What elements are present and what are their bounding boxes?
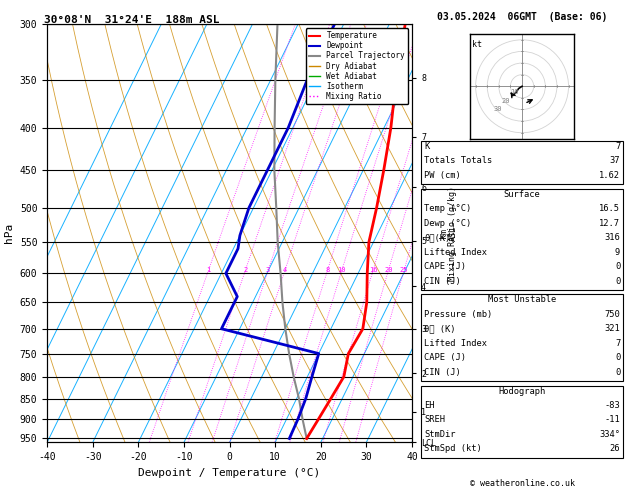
- Text: 20: 20: [501, 98, 510, 104]
- Text: kt: kt: [472, 40, 482, 49]
- Text: 0: 0: [615, 353, 620, 362]
- Text: 0: 0: [615, 277, 620, 285]
- Text: 16.5: 16.5: [599, 204, 620, 213]
- Text: CIN (J): CIN (J): [424, 368, 460, 377]
- Text: 9: 9: [615, 247, 620, 257]
- X-axis label: Dewpoint / Temperature (°C): Dewpoint / Temperature (°C): [138, 468, 321, 478]
- Text: 8: 8: [325, 267, 330, 273]
- Text: Lifted Index: Lifted Index: [424, 247, 487, 257]
- Text: CIN (J): CIN (J): [424, 277, 460, 285]
- Text: SREH: SREH: [424, 416, 445, 424]
- Text: 3: 3: [266, 267, 270, 273]
- Text: Pressure (mb): Pressure (mb): [424, 310, 493, 319]
- Text: Surface: Surface: [504, 190, 540, 199]
- Text: 316: 316: [604, 233, 620, 242]
- Text: 37: 37: [610, 156, 620, 165]
- Text: 10: 10: [509, 89, 518, 95]
- Text: 10: 10: [338, 267, 346, 273]
- Text: 750: 750: [604, 310, 620, 319]
- Y-axis label: km
ASL: km ASL: [439, 226, 458, 241]
- Text: Most Unstable: Most Unstable: [488, 295, 556, 304]
- Text: 4: 4: [283, 267, 287, 273]
- Text: K: K: [424, 142, 429, 151]
- Text: CAPE (J): CAPE (J): [424, 353, 466, 362]
- Text: StmSpd (kt): StmSpd (kt): [424, 444, 482, 453]
- Text: 7: 7: [615, 339, 620, 348]
- Y-axis label: hPa: hPa: [4, 223, 14, 243]
- Legend: Temperature, Dewpoint, Parcel Trajectory, Dry Adiabat, Wet Adiabat, Isotherm, Mi: Temperature, Dewpoint, Parcel Trajectory…: [306, 28, 408, 104]
- Text: Hodograph: Hodograph: [498, 386, 546, 396]
- Text: -83: -83: [604, 401, 620, 410]
- Text: 2: 2: [243, 267, 247, 273]
- Text: 25: 25: [400, 267, 408, 273]
- Text: 12.7: 12.7: [599, 219, 620, 227]
- Text: -11: -11: [604, 416, 620, 424]
- Text: θᴄ (K): θᴄ (K): [424, 324, 455, 333]
- Text: 20: 20: [384, 267, 392, 273]
- Text: CAPE (J): CAPE (J): [424, 262, 466, 271]
- Text: 1: 1: [206, 267, 211, 273]
- Text: Dewp (°C): Dewp (°C): [424, 219, 471, 227]
- Text: EH: EH: [424, 401, 435, 410]
- Text: 03.05.2024  06GMT  (Base: 06): 03.05.2024 06GMT (Base: 06): [437, 12, 607, 22]
- Text: 334°: 334°: [599, 430, 620, 439]
- Text: Mixing Ratio (g/kg): Mixing Ratio (g/kg): [448, 186, 457, 281]
- Text: Temp (°C): Temp (°C): [424, 204, 471, 213]
- Text: Totals Totals: Totals Totals: [424, 156, 493, 165]
- Text: θᴄ(K): θᴄ(K): [424, 233, 450, 242]
- Text: PW (cm): PW (cm): [424, 171, 460, 180]
- Text: 16: 16: [369, 267, 377, 273]
- Text: 1.62: 1.62: [599, 171, 620, 180]
- Text: 321: 321: [604, 324, 620, 333]
- Text: StmDir: StmDir: [424, 430, 455, 439]
- Text: Lifted Index: Lifted Index: [424, 339, 487, 348]
- Text: 7: 7: [615, 142, 620, 151]
- Text: 0: 0: [615, 262, 620, 271]
- Text: 0: 0: [615, 368, 620, 377]
- Text: 26: 26: [610, 444, 620, 453]
- Text: 30: 30: [493, 105, 502, 112]
- Text: 30°08'N  31°24'E  188m ASL: 30°08'N 31°24'E 188m ASL: [44, 15, 220, 25]
- Text: © weatheronline.co.uk: © weatheronline.co.uk: [470, 479, 574, 486]
